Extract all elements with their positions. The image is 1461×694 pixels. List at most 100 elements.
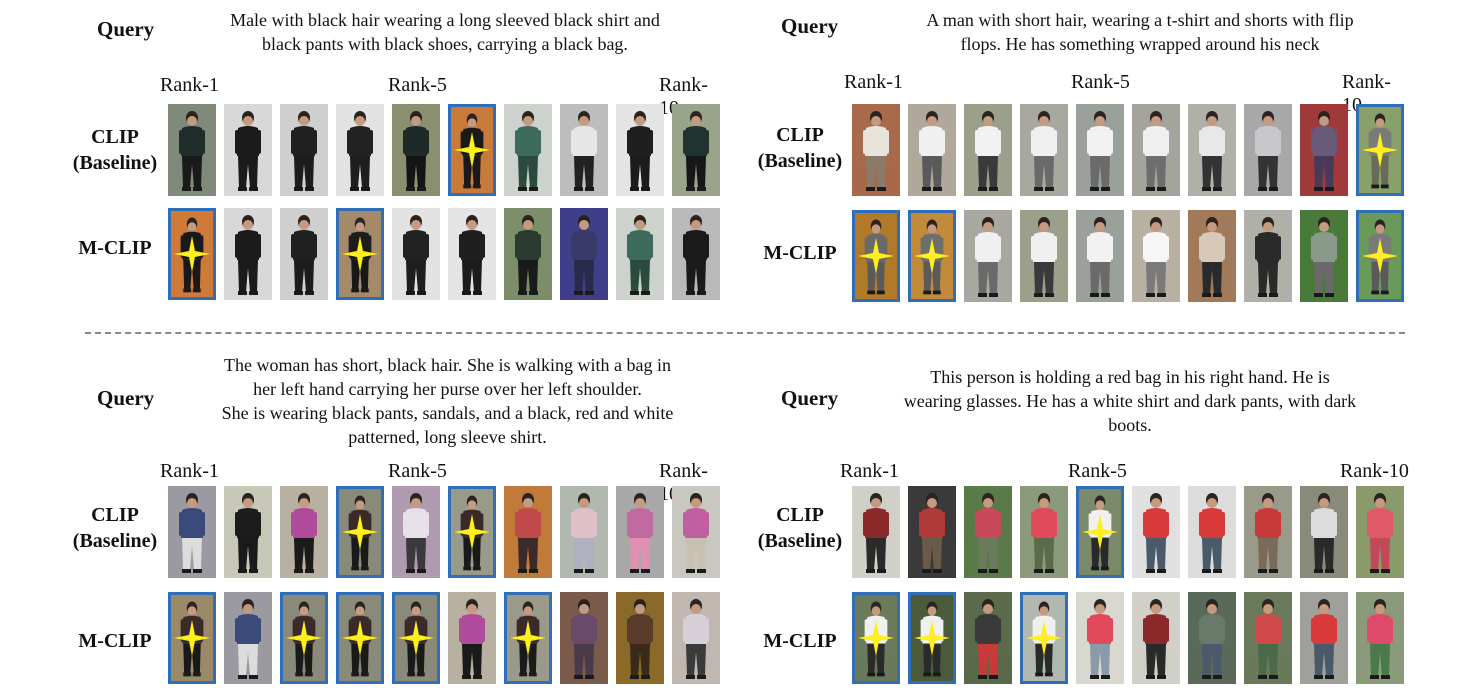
retrieved-thumbnail [1300,486,1348,578]
baseline-tag: (Baseline) [72,530,158,552]
pedestrian-image [1132,486,1180,578]
section-divider [85,332,1405,334]
pedestrian-image [852,104,900,196]
rank-1-label: Rank-1 [840,460,899,482]
retrieved-thumbnail [280,104,328,196]
retrieved-thumbnail [560,104,608,196]
retrieved-thumbnail [964,486,1012,578]
pedestrian-image [1300,486,1348,578]
correct-match-thumbnail [908,592,956,684]
pedestrian-image [1132,104,1180,196]
pedestrian-image [1188,486,1236,578]
match-star-icon [858,620,894,656]
pedestrian-image [1244,210,1292,302]
match-star-icon [858,238,894,274]
ours-row-label: M-CLIP [763,630,837,652]
pedestrian-image [1132,592,1180,684]
match-star-icon [286,620,322,656]
correct-match-thumbnail [1076,486,1124,578]
retrieved-thumbnail [336,104,384,196]
match-star-icon [1362,238,1398,274]
pedestrian-image [560,104,608,196]
retrieved-thumbnail [616,592,664,684]
query-label: Query [781,386,839,410]
baseline-name: CLIP [91,504,139,526]
retrieved-thumbnail [1356,486,1404,578]
baseline-tag: (Baseline) [757,150,843,172]
match-star-icon [914,620,950,656]
correct-match-thumbnail [168,208,216,300]
retrieved-thumbnail [1132,104,1180,196]
pedestrian-image [1244,486,1292,578]
retrieved-thumbnail [224,592,272,684]
pedestrian-image [672,592,720,684]
retrieved-thumbnail [448,592,496,684]
query-text: A man with short hair, wearing a t-shirt… [870,8,1410,56]
rank-1-label: Rank-1 [160,74,219,96]
pedestrian-image [1188,104,1236,196]
query-panel-2: Query A man with short hair, wearing a t… [690,0,1410,330]
pedestrian-image [1132,210,1180,302]
retrieved-thumbnail [616,486,664,578]
pedestrian-image [1244,104,1292,196]
correct-match-thumbnail [336,208,384,300]
pedestrian-image [1356,486,1404,578]
ours-row-label: M-CLIP [763,242,837,264]
pedestrian-image [908,486,956,578]
pedestrian-image [168,486,216,578]
rank-10-label: Rank-10 [1340,460,1409,482]
retrieved-thumbnail [1188,592,1236,684]
query-panel-1: Query Male with black hair wearing a lon… [0,0,720,330]
pedestrian-image [280,208,328,300]
retrieved-thumbnail [964,210,1012,302]
retrieved-thumbnail [908,104,956,196]
pedestrian-image [1300,210,1348,302]
retrieved-thumbnail [1244,486,1292,578]
query-panel-4: Query This person is holding a red bag i… [690,350,1410,684]
correct-match-thumbnail [1356,104,1404,196]
retrieved-thumbnail [1300,592,1348,684]
pedestrian-image [392,486,440,578]
retrieved-thumbnail [616,104,664,196]
correct-match-thumbnail [392,592,440,684]
retrieved-thumbnail [1300,104,1348,196]
query-line: flops. He has something wrapped around h… [960,34,1320,54]
query-text: Male with black hair wearing a long slee… [180,8,710,56]
retrieved-thumbnail [168,486,216,578]
retrieved-thumbnail [1020,104,1068,196]
match-star-icon [174,620,210,656]
retrieved-thumbnail [1188,486,1236,578]
baseline-tag: (Baseline) [757,530,843,552]
pedestrian-image [336,104,384,196]
retrieved-thumbnail [672,104,720,196]
pedestrian-image [616,592,664,684]
correct-match-thumbnail [1356,210,1404,302]
match-star-icon [1082,514,1118,550]
pedestrian-image [280,486,328,578]
query-line: This person is holding a red bag in his … [930,367,1330,387]
retrieved-thumbnail [908,486,956,578]
correct-match-thumbnail [908,210,956,302]
match-star-icon [174,236,210,272]
retrieved-thumbnail [560,592,608,684]
retrieved-thumbnail [1244,210,1292,302]
match-star-icon [398,620,434,656]
rank-1-label: Rank-1 [844,71,903,93]
pedestrian-image [1020,486,1068,578]
pedestrian-image [392,104,440,196]
retrieved-thumbnail [392,208,440,300]
baseline-name: CLIP [776,124,824,146]
query-label: Query [781,14,839,38]
retrieved-thumbnail [224,208,272,300]
pedestrian-image [616,208,664,300]
pedestrian-image [504,486,552,578]
retrieved-thumbnail [672,486,720,578]
retrieved-thumbnail [504,486,552,578]
match-star-icon [342,514,378,550]
pedestrian-image [168,104,216,196]
baseline-row-label: CLIP (Baseline) [745,122,855,174]
retrieved-thumbnail [504,208,552,300]
correct-match-thumbnail [448,486,496,578]
correct-match-thumbnail [504,592,552,684]
pedestrian-image [1356,592,1404,684]
